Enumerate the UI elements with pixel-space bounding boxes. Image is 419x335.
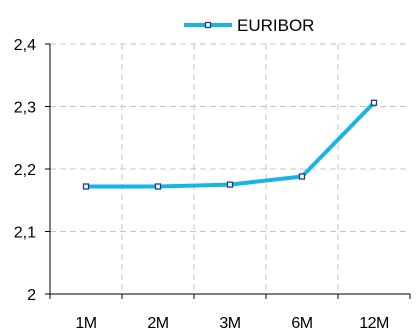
- legend: EURIBOR: [184, 16, 314, 35]
- y-tick-labels: 2 2,1 2,2 2,3 2,4: [14, 37, 36, 304]
- gridlines: [50, 43, 410, 294]
- data-point: [154, 183, 162, 190]
- x-tick-label: 12M: [359, 315, 389, 330]
- y-tick-label: 2,1: [14, 225, 36, 242]
- series-line-euribor: [84, 100, 376, 189]
- y-tick-label: 2: [27, 287, 36, 304]
- data-point: [370, 99, 378, 106]
- x-tick-labels: 1M 2M 3M 6M 12M: [75, 315, 389, 332]
- data-point: [226, 181, 234, 188]
- x-tick-label: 3M: [219, 315, 240, 330]
- axes: [45, 43, 411, 299]
- legend-point-marker: [204, 21, 212, 29]
- legend-label: EURIBOR: [237, 16, 314, 35]
- x-tick-label: 6M: [291, 315, 312, 330]
- y-tick-label: 2,4: [14, 37, 36, 54]
- y-tick-label: 2,3: [14, 100, 36, 117]
- x-tick-label: 1M: [75, 315, 96, 330]
- data-point: [82, 183, 90, 190]
- series: [82, 99, 378, 190]
- x-tick-label: 2M: [147, 315, 168, 330]
- y-tick-label: 2,2: [14, 162, 36, 179]
- data-point: [298, 173, 306, 180]
